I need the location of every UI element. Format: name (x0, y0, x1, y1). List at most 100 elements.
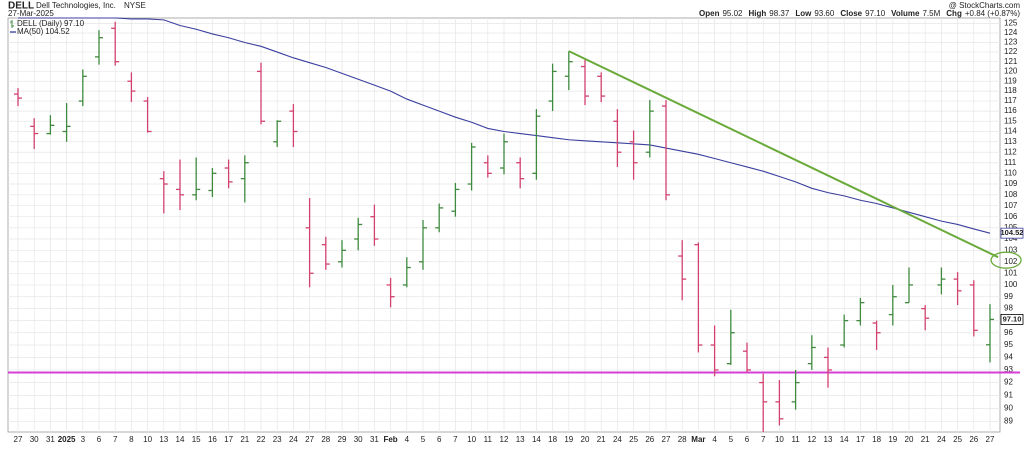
x-tick-label: 21 (597, 435, 606, 444)
company: Dell Technologies, Inc. (36, 1, 116, 10)
price-tag (1000, 227, 1024, 239)
y-tick-label: 104 (1004, 234, 1018, 243)
y-tick-label: 111 (1004, 158, 1017, 167)
y-tick-label: 95 (1004, 340, 1013, 349)
x-tick-label: 24 (289, 435, 298, 444)
x-tick-label: 29 (338, 435, 347, 444)
x-tick-label: 31 (370, 435, 379, 444)
x-tick-label: Mar (691, 435, 705, 444)
y-tick-label: 124 (1004, 28, 1018, 37)
x-tick-label: 19 (888, 435, 897, 444)
legend-label: DELL (Daily) (17, 19, 62, 28)
stat-label: Volume (891, 9, 920, 18)
x-tick-label: 27 (662, 435, 671, 444)
y-tick-label: 116 (1004, 106, 1017, 115)
x-tick-label: 5 (421, 435, 426, 444)
y-tick-label: 108 (1004, 190, 1018, 199)
x-tick-label: 10 (143, 435, 152, 444)
x-tick-label: 15 (192, 435, 201, 444)
legend-value: 104.52 (45, 27, 70, 36)
y-tick-label: 100 (1004, 280, 1018, 289)
x-tick-label: 22 (257, 435, 266, 444)
x-tick-label: 6 (97, 435, 102, 444)
x-tick-label: 13 (159, 435, 168, 444)
x-tick-label: 21 (921, 435, 930, 444)
x-tick-label: 20 (581, 435, 590, 444)
x-tick-label: 25 (953, 435, 962, 444)
y-tick-label: 118 (1004, 86, 1017, 95)
x-tick-label: 27 (14, 435, 23, 444)
x-tick-label: 14 (532, 435, 541, 444)
stat-value: 97.10 (865, 9, 886, 18)
date: 27-Mar-2025 (8, 9, 54, 18)
y-tick-label: 90 (1004, 403, 1013, 412)
x-tick-label: 6 (437, 435, 442, 444)
y-tick-label: 89 (1004, 417, 1013, 426)
y-tick-label: 103 (1004, 245, 1018, 254)
price-tag (1000, 314, 1024, 325)
x-tick-label: 2025 (58, 435, 76, 444)
y-tick-label: 94 (1004, 353, 1013, 362)
price-tag-label: 104.52 (1001, 228, 1024, 237)
y-tick-label: 121 (1004, 57, 1018, 66)
x-tick-label: 6 (745, 435, 750, 444)
x-tick-label: 12 (807, 435, 816, 444)
x-tick-label: 25 (629, 435, 638, 444)
x-tick-label: 23 (273, 435, 282, 444)
legend-value: 97.10 (64, 19, 85, 28)
x-tick-label: 5 (729, 435, 734, 444)
y-tick-label: 119 (1004, 76, 1017, 85)
stat-label: Open (699, 9, 720, 18)
y-tick-label: 113 (1004, 137, 1017, 146)
y-tick-label: 122 (1004, 47, 1018, 56)
x-tick-label: 12 (500, 435, 509, 444)
x-tick-label: 3 (81, 435, 86, 444)
x-tick-label: 16 (208, 435, 217, 444)
y-tick-label: 98 (1004, 304, 1013, 313)
stat-label: High (749, 9, 767, 18)
x-tick-label: 21 (240, 435, 249, 444)
x-tick-label: 14 (176, 435, 185, 444)
x-tick-label: 30 (30, 435, 39, 444)
x-tick-label: 10 (775, 435, 784, 444)
y-tick-label: 102 (1004, 257, 1018, 266)
x-tick-label: 30 (354, 435, 363, 444)
legend-ohlc-icon (10, 20, 14, 28)
x-tick-label: 4 (712, 435, 717, 444)
x-tick-label: 7 (761, 435, 766, 444)
y-tick-label: 93 (1004, 365, 1013, 374)
y-tick-label: 123 (1004, 38, 1018, 47)
y-tick-label: 92 (1004, 378, 1013, 387)
y-tick-label: 117 (1004, 96, 1017, 105)
x-tick-label: 7 (113, 435, 118, 444)
y-tick-label: 96 (1004, 328, 1013, 337)
x-tick-label: 28 (321, 435, 330, 444)
x-tick-label: 26 (969, 435, 978, 444)
y-tick-label: 105 (1004, 223, 1018, 232)
x-tick-label: 24 (937, 435, 946, 444)
price-tag-label: 97.10 (1003, 314, 1022, 323)
y-tick-label: 112 (1004, 147, 1017, 156)
stat-value: +0.84 (+0.87%) (965, 9, 1020, 18)
stat-value: 98.37 (769, 9, 790, 18)
y-tick-label: 120 (1004, 67, 1018, 76)
x-tick-label: 18 (548, 435, 557, 444)
y-tick-label: 115 (1004, 116, 1017, 125)
y-tick-label: 101 (1004, 268, 1018, 277)
stat-label: Low (795, 9, 812, 18)
x-tick-label: 26 (645, 435, 654, 444)
trendline-circle (990, 251, 1022, 269)
y-tick-label: 91 (1004, 391, 1013, 400)
y-tick-label: 99 (1004, 292, 1013, 301)
y-tick-label: 110 (1004, 168, 1017, 177)
trendline (568, 50, 999, 259)
x-tick-label: 7 (453, 435, 458, 444)
x-tick-label: 19 (564, 435, 573, 444)
x-tick-label: 17 (856, 435, 865, 444)
y-tick-label: 109 (1004, 179, 1018, 188)
x-tick-label: 28 (678, 435, 687, 444)
stat-label: Close (840, 9, 862, 18)
symbol: DELL (8, 1, 34, 12)
x-tick-label: 27 (305, 435, 314, 444)
